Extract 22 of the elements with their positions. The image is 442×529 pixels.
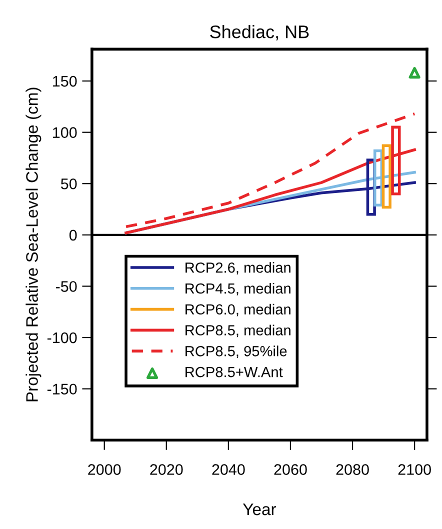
y-tick-label: 50 xyxy=(60,178,77,190)
x-axis-title: Year xyxy=(242,504,276,516)
legend-label: RCP8.5, median xyxy=(186,324,290,338)
y-axis-title: Projected Relative Sea-Level Change (cm) xyxy=(26,88,42,402)
x-tick-label: 2020 xyxy=(150,464,183,475)
y-tick-label: 100 xyxy=(53,127,77,138)
y-tick-label: -50 xyxy=(56,281,77,292)
legend-label: RCP2.6, median xyxy=(186,262,290,274)
y-tick-label: -100 xyxy=(47,332,77,344)
y-tick-label: 0 xyxy=(69,230,77,241)
legend-label: RCP8.5, 95%ile xyxy=(186,346,287,358)
x-tick-label: 2080 xyxy=(336,464,369,475)
chart-title: Shediac, NB xyxy=(210,25,309,40)
legend-label: RCP4.5, median xyxy=(186,282,290,296)
x-tick-label: 2000 xyxy=(88,464,121,475)
x-tick-label: 2100 xyxy=(398,464,431,475)
y-tick-label: 150 xyxy=(53,76,77,87)
legend-label: RCP6.0, median xyxy=(186,304,290,316)
y-tick-label: -150 xyxy=(47,384,77,395)
legend-label: RCP8.5+W.Ant xyxy=(186,366,283,378)
x-tick-label: 2060 xyxy=(274,464,307,475)
x-tick-label: 2040 xyxy=(212,464,245,475)
